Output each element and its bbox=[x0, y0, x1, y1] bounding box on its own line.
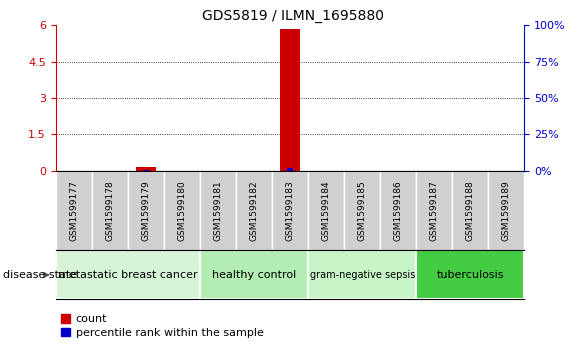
Bar bbox=[488, 171, 524, 250]
Bar bbox=[92, 171, 128, 250]
Text: GDS5819 / ILMN_1695880: GDS5819 / ILMN_1695880 bbox=[202, 9, 384, 23]
Text: GSM1599184: GSM1599184 bbox=[322, 180, 331, 241]
Text: disease state: disease state bbox=[3, 270, 77, 280]
Legend: count, percentile rank within the sample: count, percentile rank within the sample bbox=[61, 314, 264, 338]
Bar bbox=[380, 171, 416, 250]
Text: tuberculosis: tuberculosis bbox=[437, 270, 504, 280]
Text: GSM1599188: GSM1599188 bbox=[466, 180, 475, 241]
Bar bbox=[164, 171, 200, 250]
Bar bbox=[416, 171, 452, 250]
Bar bbox=[272, 171, 308, 250]
Bar bbox=[308, 250, 416, 299]
Text: GSM1599189: GSM1599189 bbox=[502, 180, 511, 241]
Bar bbox=[236, 171, 272, 250]
Bar bbox=[200, 250, 308, 299]
Bar bbox=[128, 171, 164, 250]
Bar bbox=[308, 171, 344, 250]
Text: GSM1599185: GSM1599185 bbox=[357, 180, 367, 241]
Text: GSM1599182: GSM1599182 bbox=[250, 180, 258, 241]
Bar bbox=[416, 250, 524, 299]
Text: GSM1599178: GSM1599178 bbox=[105, 180, 114, 241]
Text: GSM1599181: GSM1599181 bbox=[213, 180, 223, 241]
Bar bbox=[136, 167, 156, 171]
Bar bbox=[287, 168, 294, 171]
Text: GSM1599183: GSM1599183 bbox=[285, 180, 295, 241]
Text: gram-negative sepsis: gram-negative sepsis bbox=[309, 270, 415, 280]
Bar bbox=[200, 171, 236, 250]
Bar bbox=[56, 171, 92, 250]
Text: GSM1599187: GSM1599187 bbox=[430, 180, 439, 241]
Text: GSM1599177: GSM1599177 bbox=[69, 180, 78, 241]
Text: GSM1599180: GSM1599180 bbox=[178, 180, 186, 241]
Bar bbox=[56, 250, 200, 299]
Bar bbox=[344, 171, 380, 250]
Text: metastatic breast cancer: metastatic breast cancer bbox=[58, 270, 197, 280]
Text: healthy control: healthy control bbox=[212, 270, 296, 280]
Text: GSM1599186: GSM1599186 bbox=[394, 180, 403, 241]
Bar bbox=[452, 171, 488, 250]
Bar bbox=[280, 29, 300, 171]
Text: GSM1599179: GSM1599179 bbox=[141, 180, 151, 241]
